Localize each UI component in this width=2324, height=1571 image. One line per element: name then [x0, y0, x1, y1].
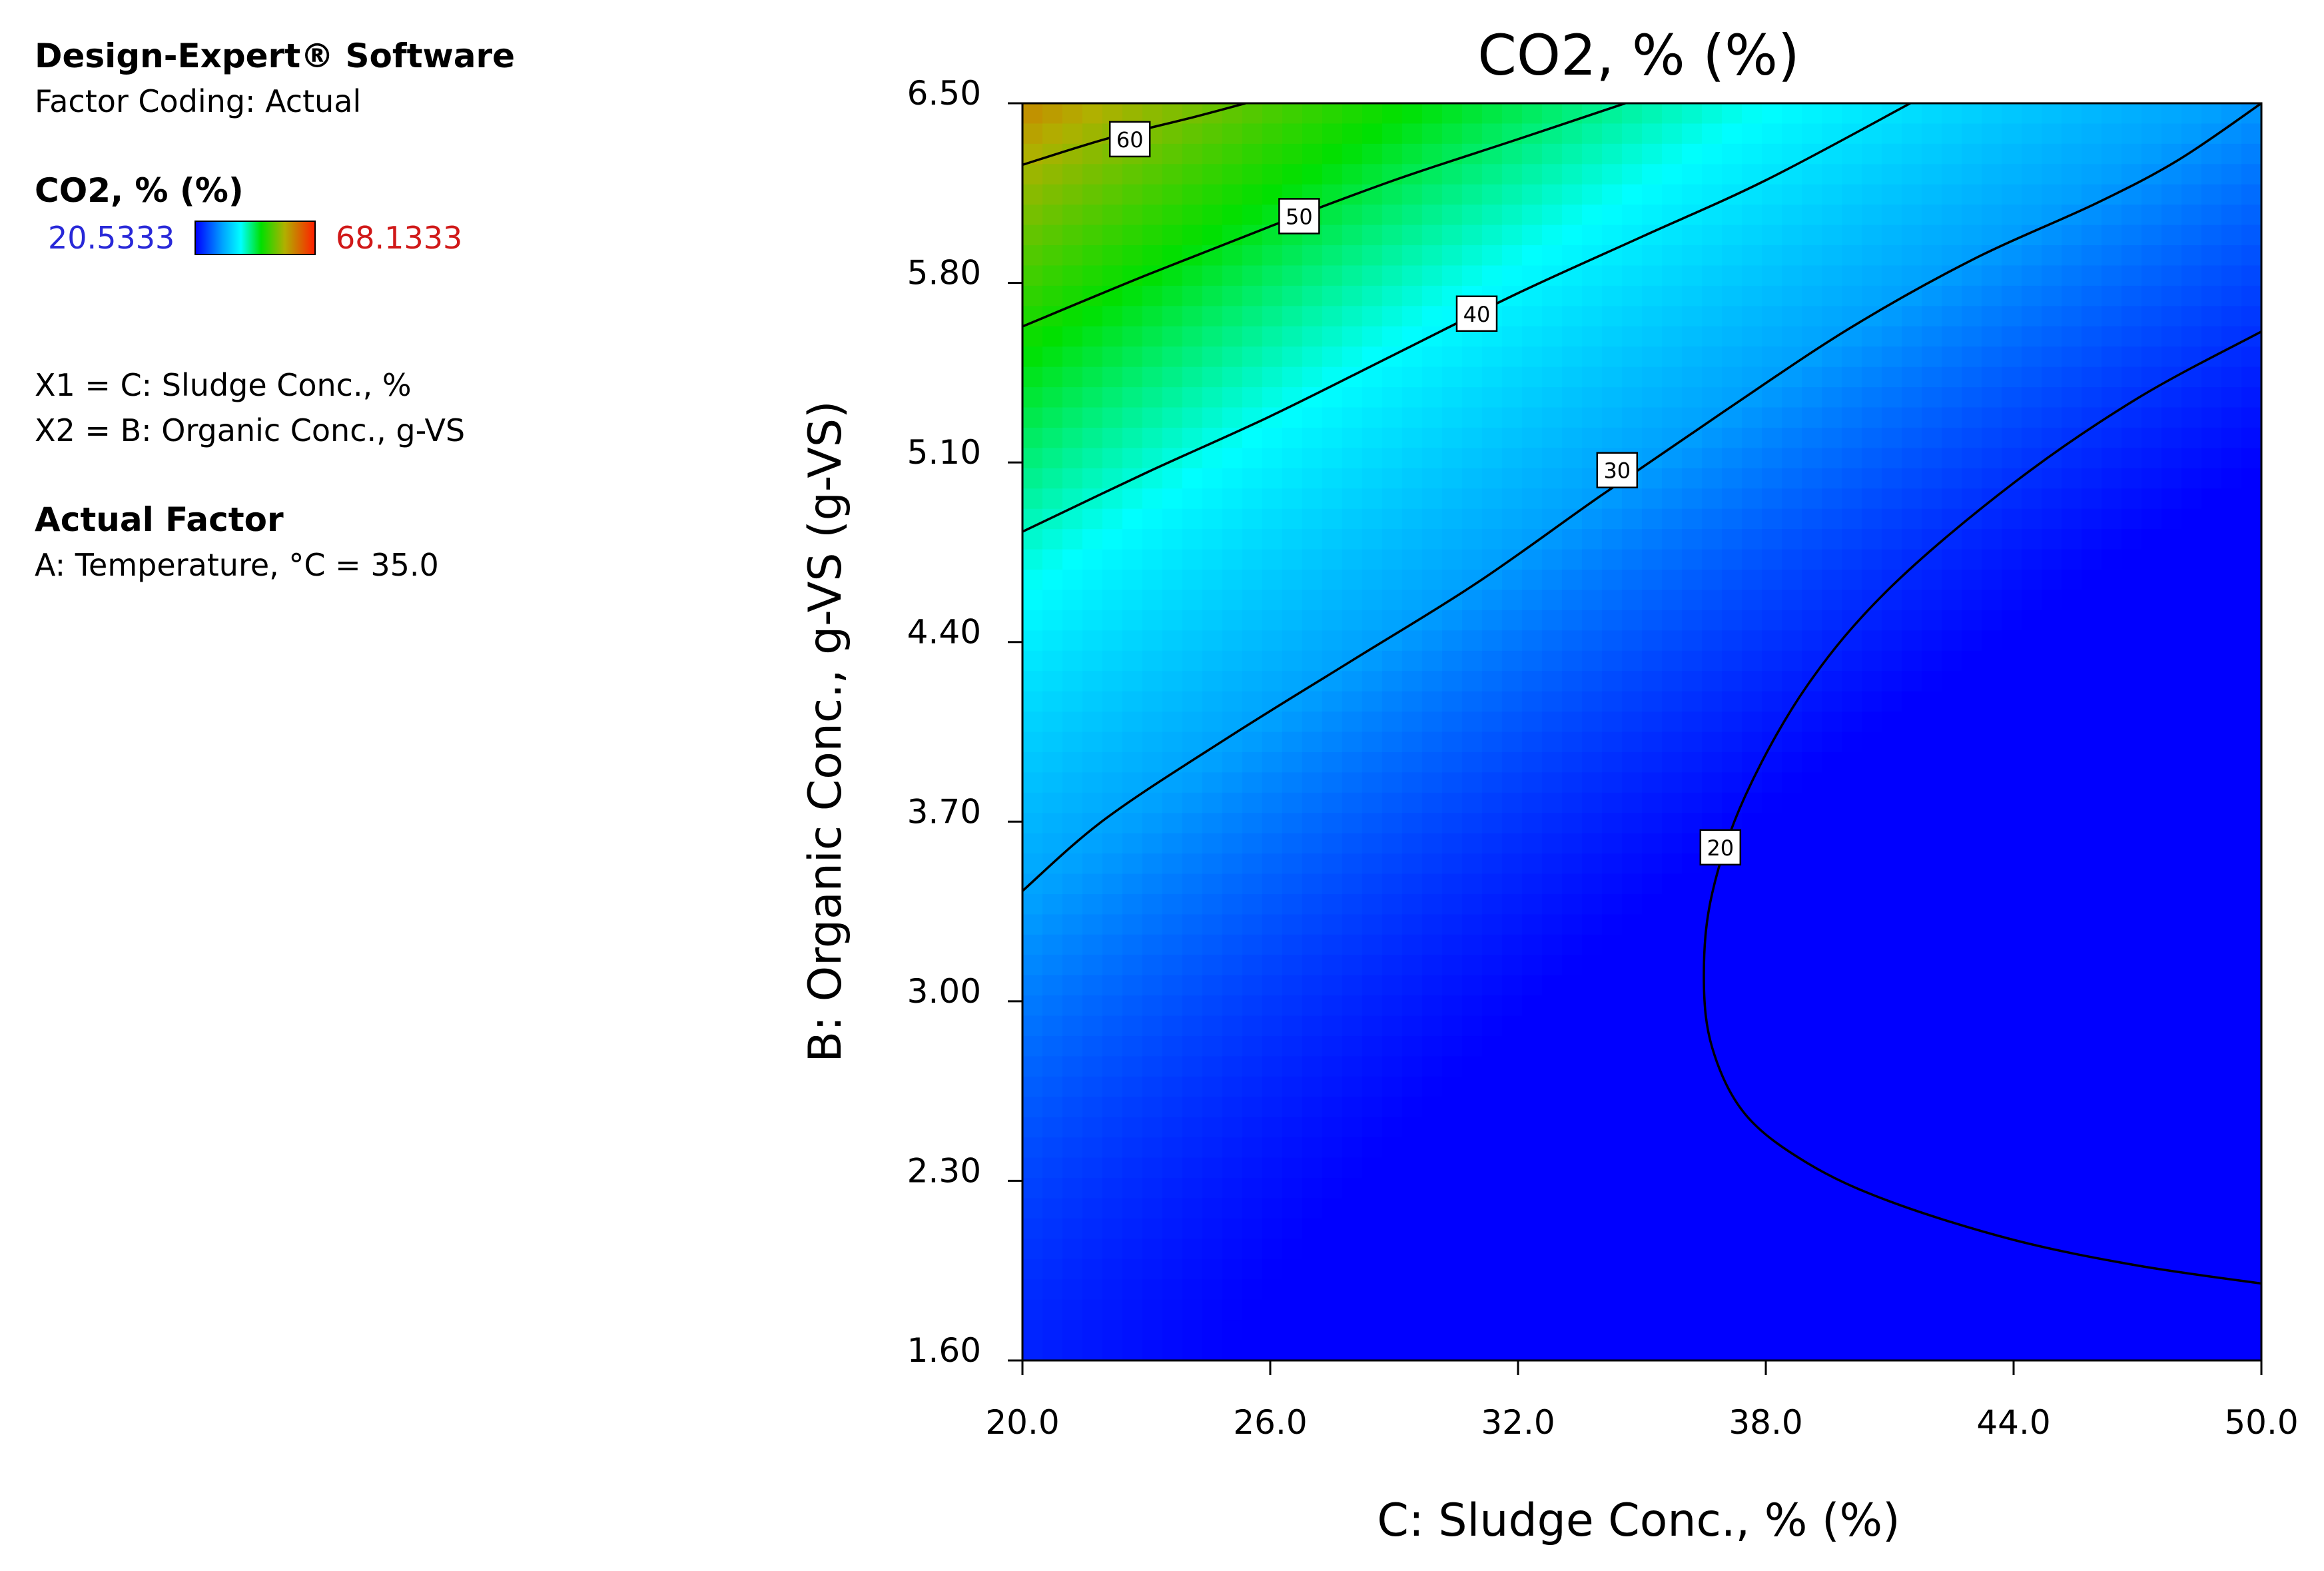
contour-label-text: 40 — [1463, 302, 1491, 327]
contour-line-30 — [1022, 103, 2261, 892]
y-tick-label: 5.10 — [907, 433, 981, 472]
contour-label-text: 50 — [1286, 204, 1313, 229]
contour-line-20 — [1703, 330, 2261, 1285]
contour-label-text: 60 — [1116, 127, 1144, 153]
chart-title: CO2, % (%) — [1477, 23, 1800, 88]
x-tick-label: 44.0 — [1976, 1403, 2050, 1442]
contour-label-20: 20 — [1699, 829, 1742, 866]
contour-label-text: 30 — [1603, 458, 1631, 484]
factor-coding: Factor Coding: Actual — [35, 83, 362, 119]
x-axis-label: C: Sludge Conc., % (%) — [1377, 1494, 1900, 1547]
y-tick-label: 1.60 — [907, 1331, 981, 1370]
contour-label-box — [1108, 121, 1151, 158]
contour-surface — [1022, 103, 2261, 1360]
contour-label-box — [1596, 452, 1639, 488]
y-tick-label: 4.40 — [907, 613, 981, 652]
plot-frame — [1021, 102, 2263, 1362]
y-tick-label: 2.30 — [907, 1151, 981, 1190]
y-axis: 1.60 2.30 3.00 3.70 4.40 5.10 5.80 6.50 — [907, 74, 1022, 1370]
contour-label-40: 40 — [1455, 295, 1498, 332]
y-tick-label: 3.70 — [907, 792, 981, 831]
software-name: Design-Expert® Software — [35, 37, 516, 75]
contour-label-box — [1455, 295, 1498, 332]
scale-low-value: 20.5333 — [48, 220, 175, 256]
contour-label-box — [1699, 829, 1742, 866]
x-tick-label: 32.0 — [1481, 1403, 1555, 1442]
contour-label-text: 20 — [1707, 835, 1734, 861]
color-scale-bar — [194, 221, 316, 255]
x2-definition: X2 = B: Organic Conc., g-VS — [35, 412, 466, 448]
x-tick-label: 26.0 — [1233, 1403, 1307, 1442]
contour-label-box — [1278, 198, 1320, 235]
contour-label-50: 50 — [1278, 198, 1320, 235]
legend-panel: Design-Expert® Software Factor Coding: A… — [35, 33, 767, 588]
x-tick-label: 20.0 — [985, 1403, 1059, 1442]
x1-definition: X1 = C: Sludge Conc., % — [35, 367, 412, 403]
y-tick-label: 5.80 — [907, 254, 981, 292]
color-scale: 20.5333 68.1333 — [35, 213, 767, 262]
x-tick-label: 50.0 — [2224, 1403, 2298, 1442]
actual-factor-value: A: Temperature, °C = 35.0 — [35, 547, 439, 583]
x-tick-label: 38.0 — [1729, 1403, 1802, 1442]
contour-line-50 — [1022, 103, 1626, 328]
scale-high-value: 68.1333 — [336, 220, 463, 256]
y-tick-label: 6.50 — [907, 74, 981, 113]
response-name: CO2, % (%) — [35, 171, 244, 210]
x-axis: 20.0 26.0 32.0 38.0 44.0 50.0 — [985, 1360, 2299, 1442]
contour-labels: 60 50 40 30 20 — [1108, 121, 1742, 866]
contour-label-30: 30 — [1596, 452, 1639, 488]
y-axis-label: B: Organic Conc., g-VS (g-VS) — [799, 400, 852, 1062]
actual-factor-title: Actual Factor — [35, 500, 284, 539]
contour-label-60: 60 — [1108, 121, 1151, 158]
y-tick-label: 3.00 — [907, 972, 981, 1011]
